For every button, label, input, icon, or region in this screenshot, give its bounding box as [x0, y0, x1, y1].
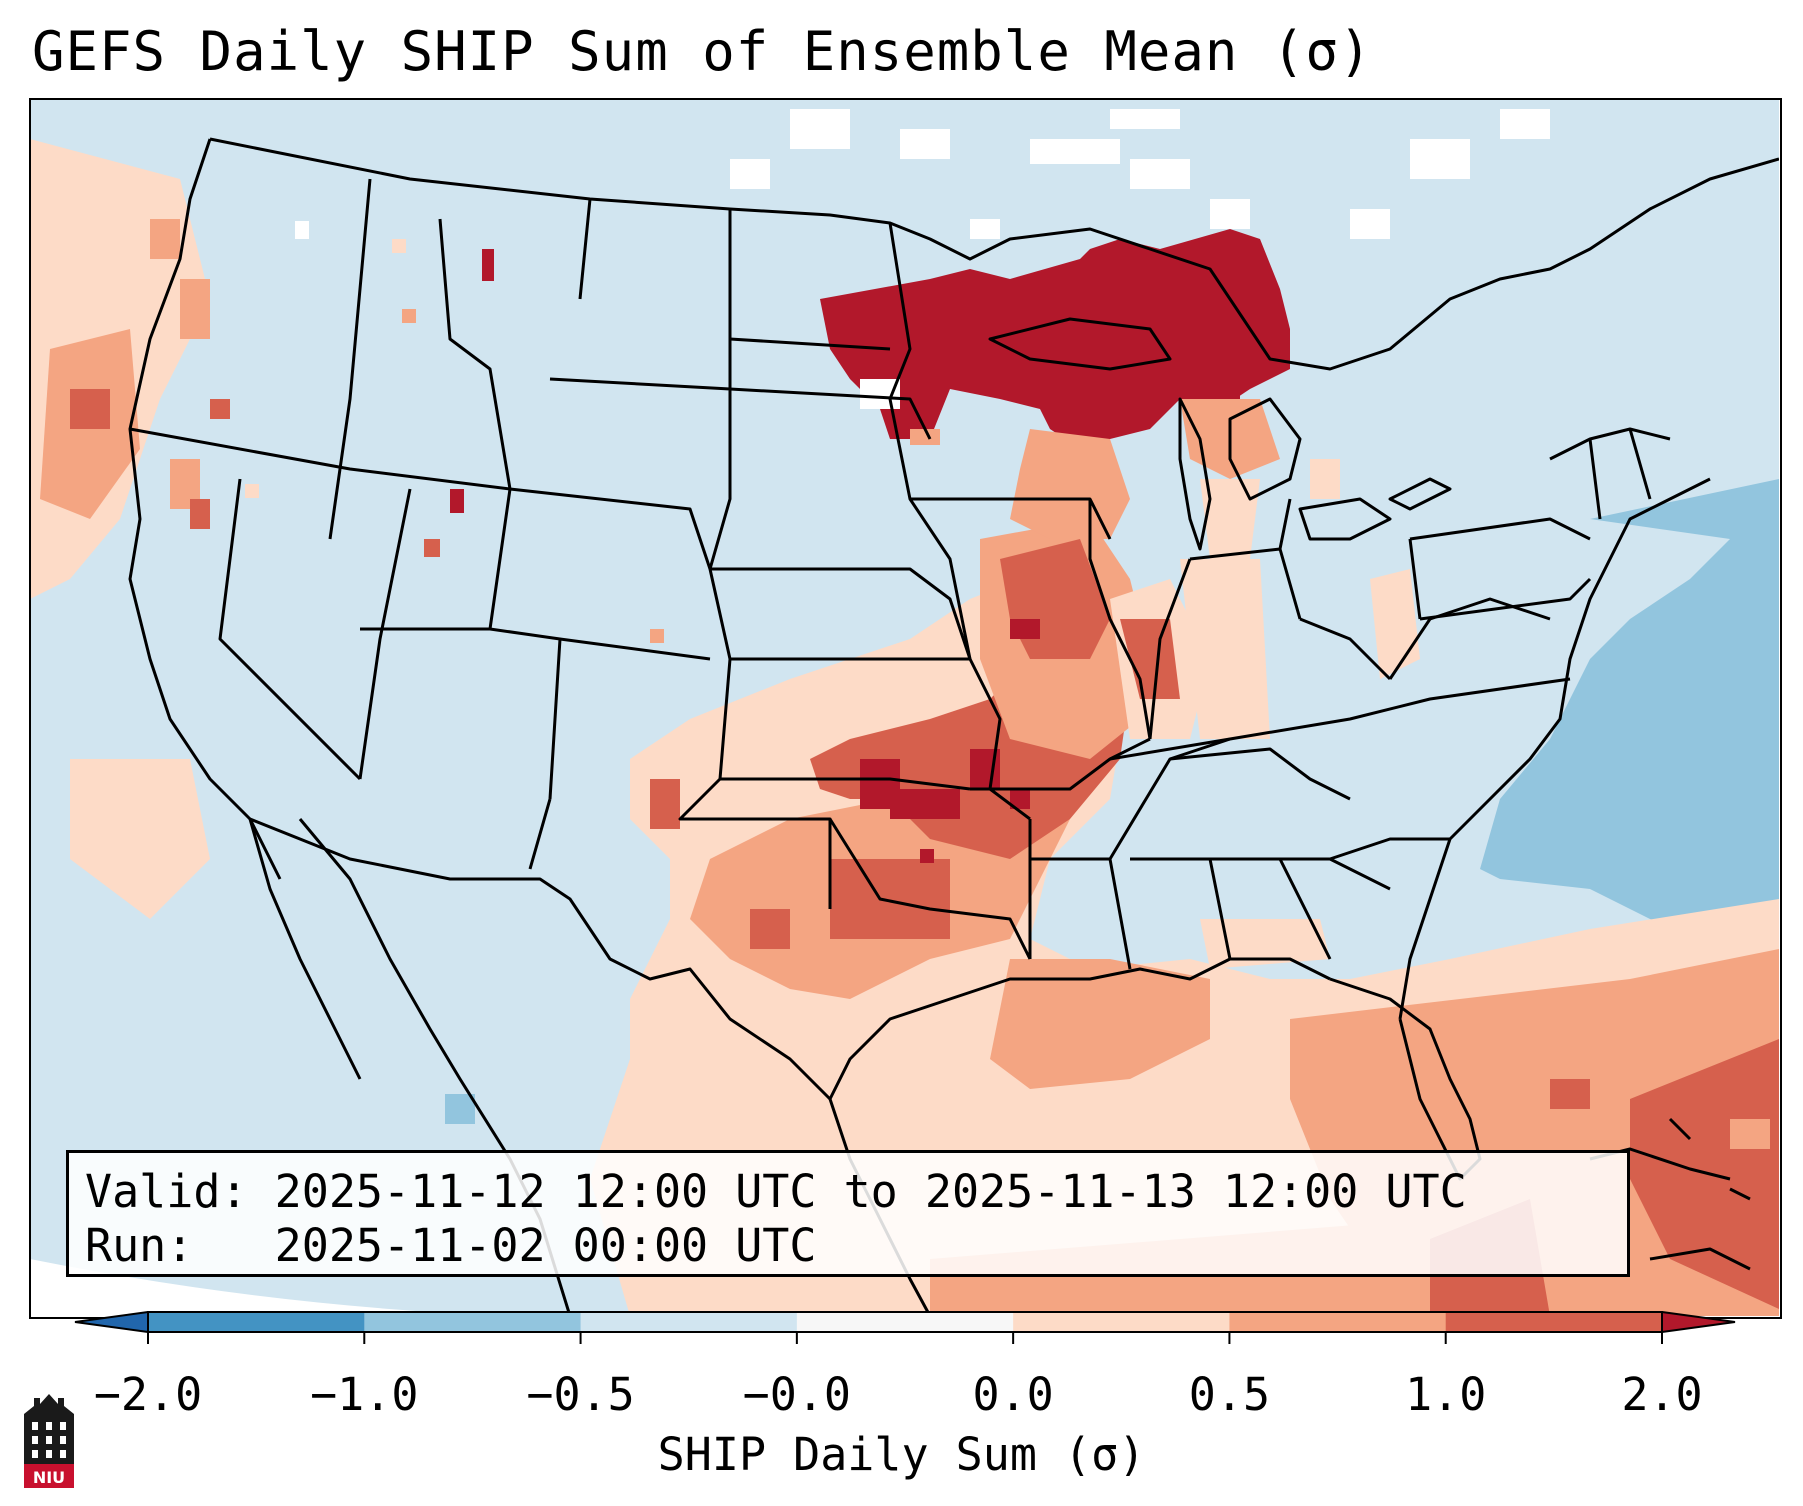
- colorbar-tick-label: −0.5: [526, 1368, 635, 1421]
- projection-edge: [30, 1259, 730, 1316]
- valid-time-text: Valid: 2025-11-12 12:00 UTC to 2025-11-1…: [85, 1165, 1467, 1218]
- colorbar-tick-label: 2.0: [1621, 1368, 1703, 1421]
- colorbar-tick-label: 0.0: [972, 1368, 1054, 1421]
- colorbar: [74, 1311, 1736, 1344]
- colorbar-tick-label: −1.0: [310, 1368, 419, 1421]
- valid-run-info-box: Valid: 2025-11-12 12:00 UTC to 2025-11-1…: [66, 1150, 1630, 1277]
- colorbar-tick-label: −0.0: [742, 1368, 852, 1421]
- atlantic-negative-anomaly: [1480, 479, 1779, 929]
- no-data-patches: [295, 109, 1606, 1005]
- colorbar-label: SHIP Daily Sum (σ): [657, 1428, 1146, 1481]
- map-panel: [30, 99, 1779, 1316]
- chart-title: GEFS Daily SHIP Sum of Ensemble Mean (σ): [32, 20, 1373, 83]
- colorbar-tick-label: −2.0: [93, 1368, 203, 1421]
- colorbar-extend-high: [1662, 1312, 1735, 1332]
- colorbar-segment: [796, 1312, 1014, 1332]
- political-boundaries: [128, 137, 1779, 1316]
- niu-logo: NIU: [24, 1394, 74, 1488]
- colorbar-tick-label: 1.0: [1405, 1368, 1487, 1421]
- colorbar-segment: [1445, 1312, 1663, 1332]
- colorbar-extend-low: [75, 1312, 148, 1332]
- colorbar-segment: [148, 1312, 365, 1332]
- niu-logo-text: NIU: [33, 1468, 65, 1487]
- colorbar-outline: [147, 1311, 1663, 1333]
- colorbar-segment: [1229, 1312, 1447, 1332]
- run-time-text: Run: 2025-11-02 00:00 UTC: [85, 1219, 817, 1272]
- colorbar-segment: [1013, 1312, 1230, 1332]
- colorbar-segment: [364, 1312, 582, 1332]
- colorbar-segment: [580, 1312, 798, 1332]
- colorbar-tick-label: 0.5: [1188, 1368, 1271, 1421]
